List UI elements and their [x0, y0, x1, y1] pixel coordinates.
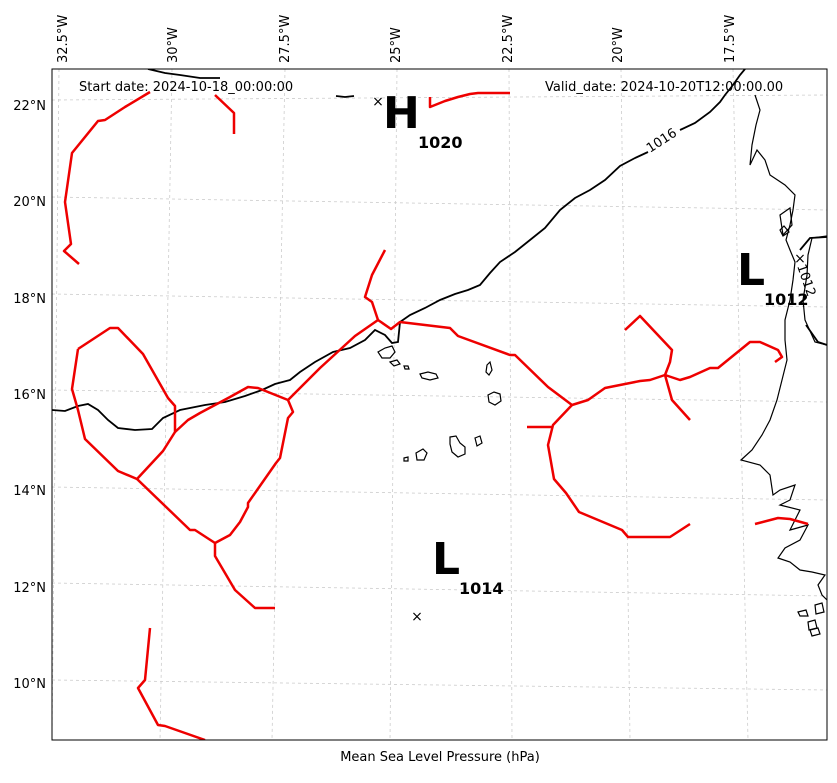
start-date-label: Start date: 2024-10-18_00:00:00 [79, 80, 293, 95]
lat-tick-label: 16°N [13, 388, 46, 403]
guinea-islands [797, 602, 825, 637]
pressure-center-low-south: × L 1014 [411, 534, 503, 625]
lon-tick-label: 27.5°W [278, 15, 293, 63]
center-marker: × [411, 609, 423, 625]
meridian-30w [159, 69, 173, 740]
front-central [363, 249, 691, 539]
front-west-upper [62, 90, 151, 265]
front-far-south [136, 627, 206, 740]
coastlines [739, 94, 827, 637]
lon-tick-label: 30°W [166, 27, 181, 63]
front-far-east [754, 516, 809, 526]
island-fogo [415, 448, 428, 461]
front-west-loop [70, 326, 177, 481]
island-maio [474, 435, 483, 447]
meridian-17-5w [732, 69, 749, 740]
center-marker: × [794, 251, 806, 267]
isobar-1020 [147, 69, 355, 98]
front-east [571, 340, 784, 407]
cape-verde-islands [377, 345, 502, 462]
lat-tick-label: 22°N [13, 99, 46, 114]
pressure-center-high: × H 1020 [372, 88, 462, 152]
center-letter: L [432, 534, 460, 585]
lat-tick-label: 18°N [13, 292, 46, 307]
latitude-tick-labels: 22°N 20°N 18°N 16°N 14°N 12°N 10°N [13, 99, 46, 692]
lon-tick-label: 32.5°W [56, 15, 71, 63]
center-marker: × [372, 94, 384, 110]
island-santa-luzia [403, 365, 410, 370]
front-north-h [428, 91, 510, 109]
lat-tick-label: 14°N [13, 484, 46, 499]
center-letter: L [737, 245, 765, 296]
longitude-tick-labels: 32.5°W 30°W 27.5°W 25°W 22.5°W 20°W 17.5… [56, 15, 738, 63]
isobars [52, 69, 827, 431]
front-south-branch [213, 543, 275, 610]
island-brava [403, 456, 409, 462]
isobar-1012 [799, 236, 827, 346]
island-sal [485, 360, 493, 376]
lat-tick-label: 20°N [13, 195, 46, 210]
plot-frame [51, 68, 828, 741]
cape-blanc [779, 225, 790, 237]
island-santo-antao [377, 345, 396, 359]
african-coast [739, 94, 827, 601]
island-sao-nicolau [419, 371, 439, 381]
center-value: 1012 [764, 290, 809, 309]
lon-tick-label: 20°W [611, 27, 626, 63]
front-diagonal [174, 318, 379, 433]
pressure-center-low-east: × L 1012 [737, 245, 809, 309]
center-value: 1020 [418, 133, 463, 152]
meridian-25w [389, 69, 398, 740]
valid-date-label: Valid_date: 2024-10-20T12:00:00.00 [545, 80, 783, 95]
meridian-27-5w [271, 69, 286, 740]
map-caption: Mean Sea Level Pressure (hPa) [340, 750, 540, 765]
lon-tick-label: 25°W [389, 27, 404, 63]
island-santiago [449, 435, 466, 458]
meridian-20w [620, 69, 631, 740]
plot-area [52, 69, 827, 740]
graticule [52, 69, 827, 740]
meridian-32-5w [52, 69, 60, 740]
lon-tick-label: 22.5°W [501, 15, 516, 63]
center-value: 1014 [459, 579, 504, 598]
island-sao-vicente [388, 359, 401, 367]
front-southwest [136, 399, 295, 545]
front-east-spur [624, 314, 691, 421]
lon-tick-label: 17.5°W [723, 15, 738, 63]
isobar-1016 [52, 69, 746, 431]
lat-tick-label: 10°N [13, 677, 46, 692]
lat-tick-label: 12°N [13, 581, 46, 596]
senegal-bight [802, 235, 827, 346]
center-letter: H [383, 88, 420, 139]
front-north-short [214, 94, 236, 134]
meridian-22-5w [508, 69, 513, 740]
fronts [62, 90, 809, 740]
island-boa-vista [487, 391, 502, 406]
